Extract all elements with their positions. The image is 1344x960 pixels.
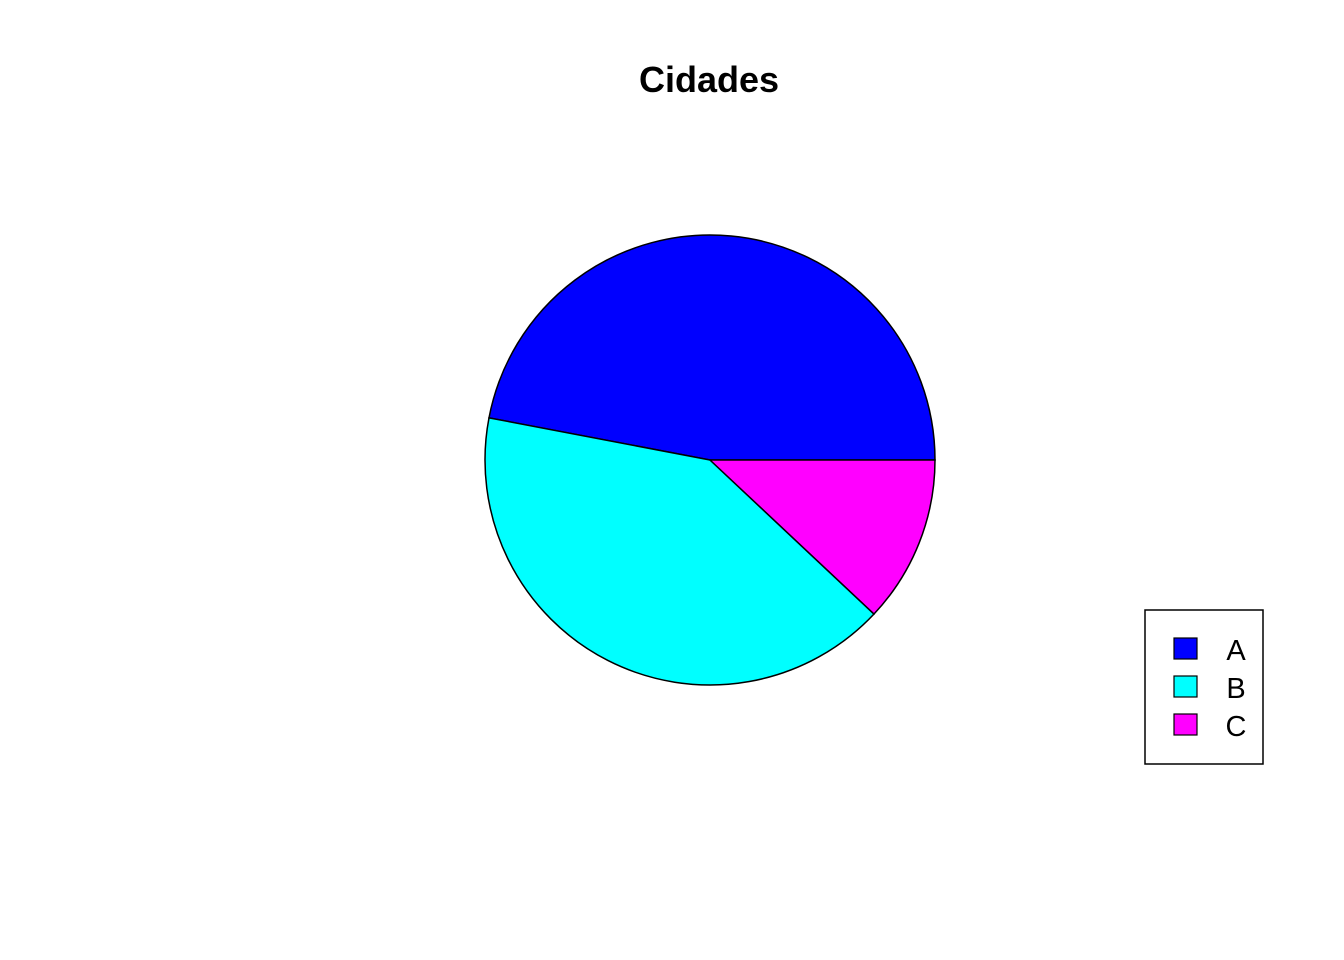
chart-title: Cidades bbox=[639, 59, 779, 100]
legend-label-a: A bbox=[1226, 635, 1246, 667]
pie-slices bbox=[485, 235, 935, 685]
legend-label-c: C bbox=[1226, 711, 1247, 743]
legend-swatch-b bbox=[1174, 676, 1197, 697]
legend: ABC bbox=[1145, 610, 1263, 764]
legend-swatch-c bbox=[1174, 714, 1197, 735]
legend-label-b: B bbox=[1226, 673, 1245, 705]
legend-swatch-a bbox=[1174, 638, 1197, 659]
